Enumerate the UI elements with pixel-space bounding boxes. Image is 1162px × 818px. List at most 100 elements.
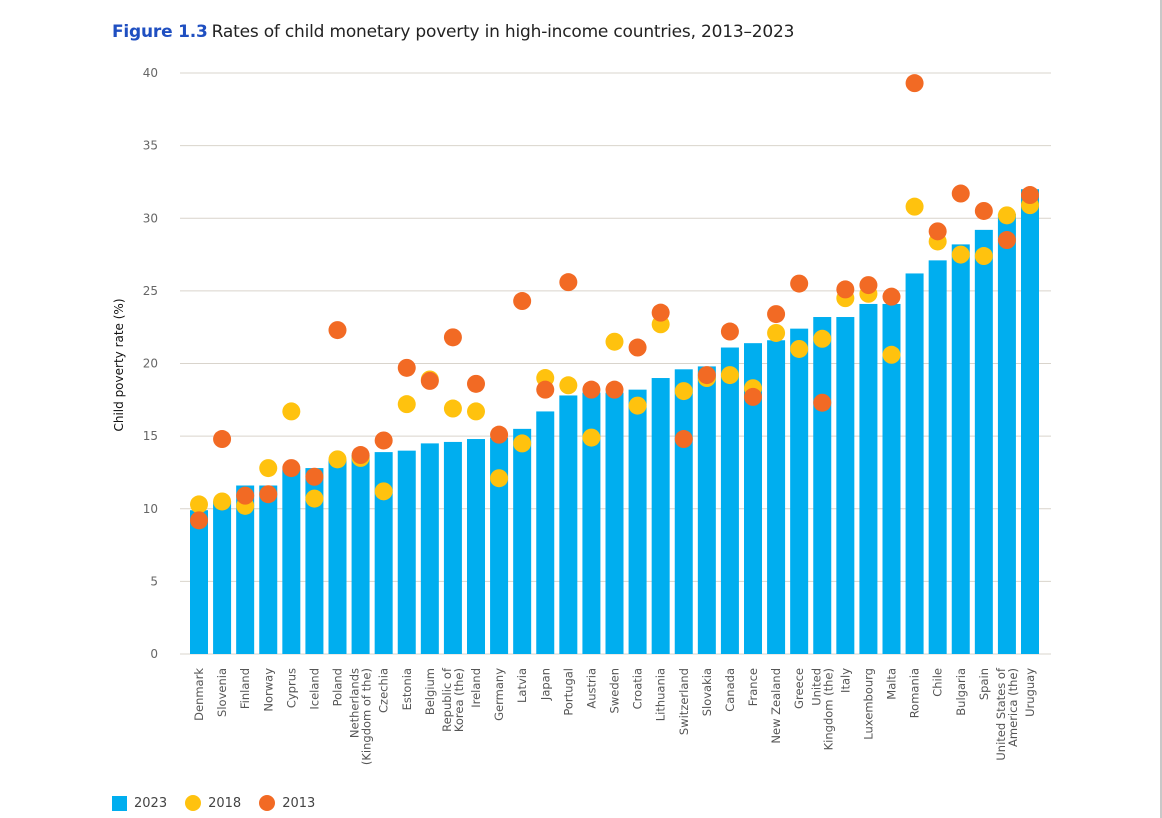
x-tick-label-line: Croatia xyxy=(631,668,645,709)
x-tick-label-line: Czechia xyxy=(377,668,391,713)
dot-2018 xyxy=(490,469,509,488)
y-axis-ticks: 0 5 10 15 20 25 30 35 40 xyxy=(143,66,158,661)
dot-2013 xyxy=(490,425,509,444)
dot-2018 xyxy=(997,206,1016,225)
x-tick-label-line: Japan xyxy=(538,668,552,701)
bar-2023 xyxy=(674,369,693,654)
x-tick-label: Portugal xyxy=(561,668,575,716)
x-tick-label: Luxembourg xyxy=(861,668,875,740)
x-axis-labels: Denmark Slovenia Finland Norway Cyprus Icelan… xyxy=(192,667,1037,765)
x-tick-label: Poland xyxy=(331,668,345,706)
x-tick-label-line: Lithuania xyxy=(654,668,668,721)
x-tick-label-line: Republic of xyxy=(440,667,454,732)
dot-2013 xyxy=(951,184,970,203)
x-tick-label-line: Greece xyxy=(792,668,806,709)
x-tick-label-line: Kingdom (the) xyxy=(821,668,835,750)
legend-item-2023: 2023 xyxy=(112,795,168,811)
bar-2023 xyxy=(328,459,347,654)
dot-2018 xyxy=(813,329,832,348)
x-tick-label: Iceland xyxy=(307,668,321,710)
x-tick-label-line: United States of xyxy=(994,667,1008,761)
x-tick-label: Austria xyxy=(584,668,598,709)
dot-2013 xyxy=(767,305,786,324)
bar-2023 xyxy=(374,452,393,654)
x-tick-label-line: Portugal xyxy=(561,668,575,716)
bar-2023 xyxy=(536,411,555,654)
bar-2023 xyxy=(259,485,278,654)
x-tick-label: Sweden xyxy=(608,668,622,713)
x-tick-label-line: New Zealand xyxy=(769,668,783,744)
legend-item-2013: 2013 xyxy=(259,795,315,811)
dot-2018 xyxy=(720,366,739,385)
x-tick-label: Norway xyxy=(261,668,275,712)
legend-label-2023: 2023 xyxy=(134,795,168,811)
dot-2018 xyxy=(628,396,647,415)
y-tick-label: 10 xyxy=(143,502,158,516)
dot-2018 xyxy=(259,459,278,478)
x-tick-label: Belgium xyxy=(423,668,437,715)
x-tick-label: Netherlands(Kingdom of the) xyxy=(348,668,374,765)
bar-2023 xyxy=(928,260,947,654)
x-tick-label: Lithuania xyxy=(654,668,668,721)
y-axis-label: Child poverty rate (%) xyxy=(112,298,126,431)
dot-2013 xyxy=(744,387,762,406)
dot-2018 xyxy=(559,376,578,395)
y-tick-label: 35 xyxy=(143,139,158,153)
x-tick-label-line: Luxembourg xyxy=(861,668,875,740)
bars-2023 xyxy=(190,189,1039,654)
x-tick-label: Estonia xyxy=(400,668,414,710)
legend-item-2018: 2018 xyxy=(185,795,241,811)
y-tick-label: 40 xyxy=(143,66,158,80)
dot-2013 xyxy=(443,328,462,347)
x-tick-label: Croatia xyxy=(631,668,645,709)
legend-label-2018: 2018 xyxy=(208,795,242,811)
dot-2013 xyxy=(605,380,624,399)
x-tick-label-line: Switzerland xyxy=(677,668,691,735)
legend-square-icon xyxy=(112,795,127,811)
x-tick-label-line: Latvia xyxy=(515,668,529,703)
dot-2018 xyxy=(513,434,532,453)
dot-2013 xyxy=(559,273,578,292)
x-tick-label: Germany xyxy=(492,668,506,721)
x-tick-label-line: Italy xyxy=(838,668,852,693)
dot-2013 xyxy=(859,276,878,295)
dot-2013 xyxy=(513,292,532,311)
x-tick-label: Romania xyxy=(908,668,922,718)
dot-2013 xyxy=(397,358,416,377)
bar-2023 xyxy=(1021,189,1039,654)
x-tick-label-line: Belgium xyxy=(423,668,437,715)
dot-2018 xyxy=(467,402,485,421)
bar-2023 xyxy=(628,389,647,654)
y-tick-label: 5 xyxy=(150,574,158,588)
dot-2013 xyxy=(420,371,439,390)
dot-2013 xyxy=(674,430,693,449)
x-tick-label-line: Slovakia xyxy=(700,668,714,716)
dot-2018 xyxy=(213,492,232,511)
x-tick-label-line: United xyxy=(809,668,823,706)
x-tick-label-line: Korea (the) xyxy=(452,668,466,732)
y-tick-label: 20 xyxy=(143,357,158,371)
x-tick-label: Switzerland xyxy=(677,668,691,735)
bar-2023 xyxy=(790,328,809,654)
dot-2013 xyxy=(720,322,739,341)
x-tick-label-line: Estonia xyxy=(400,668,414,710)
bar-2023 xyxy=(720,347,739,654)
x-tick-label: Ireland xyxy=(469,668,483,708)
dot-2013 xyxy=(651,303,670,322)
x-tick-label-line: Malta xyxy=(885,668,899,700)
dot-2018 xyxy=(790,339,809,358)
x-tick-label-line: Denmark xyxy=(192,668,206,721)
y-tick-label: 0 xyxy=(150,647,158,661)
dot-2013 xyxy=(536,380,555,399)
x-tick-label-line: Bulgaria xyxy=(954,668,968,716)
x-tick-label-line: Poland xyxy=(331,668,345,706)
dot-2013 xyxy=(467,374,485,393)
dot-2018 xyxy=(767,323,786,342)
dot-2018 xyxy=(974,247,993,266)
bar-2023 xyxy=(882,303,901,654)
x-tick-label: Czechia xyxy=(377,668,391,713)
legend-label-2013: 2013 xyxy=(282,795,316,811)
dot-2013 xyxy=(259,485,278,504)
